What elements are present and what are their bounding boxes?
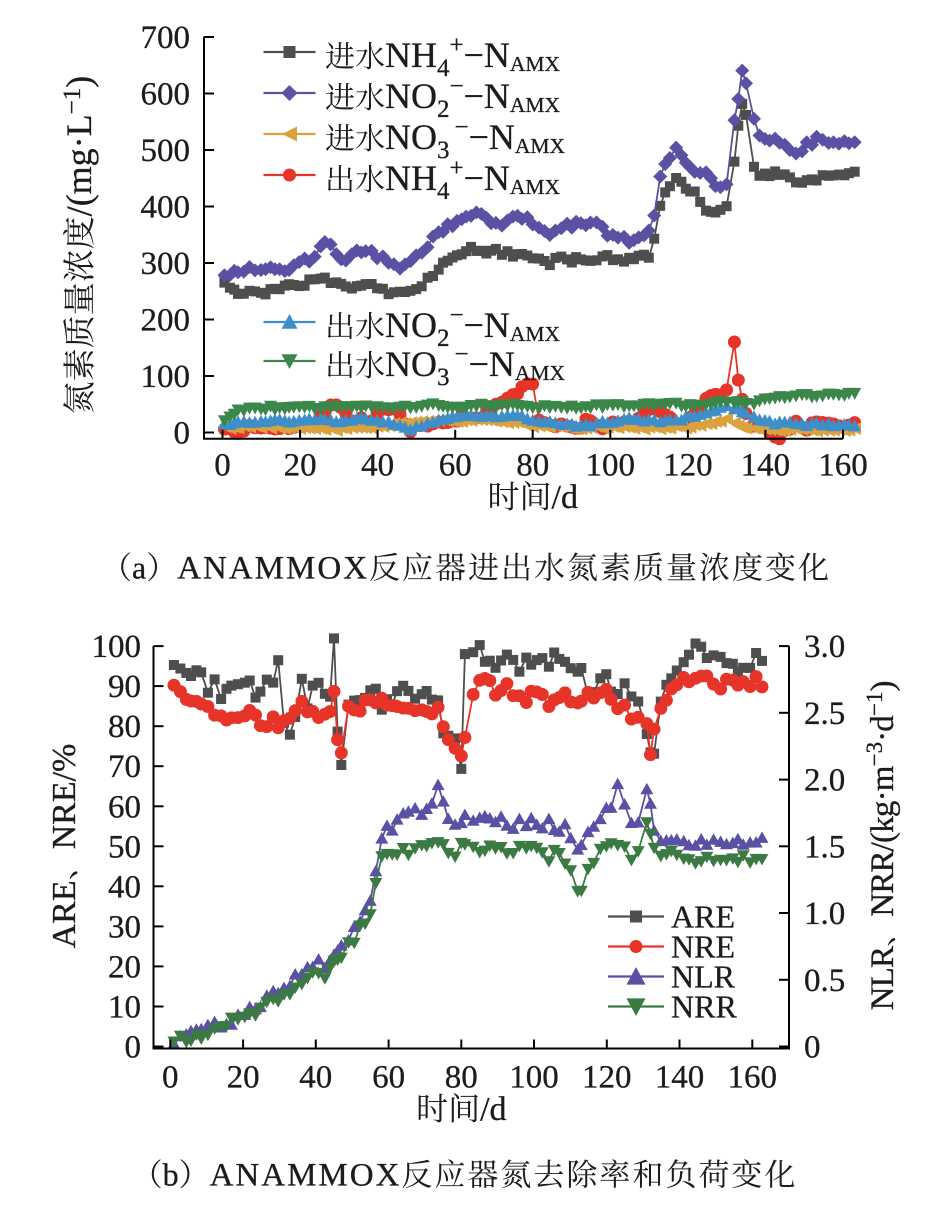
svg-text:NH: NH bbox=[385, 158, 437, 198]
svg-text:a: a bbox=[132, 550, 146, 586]
svg-text:NRE: NRE bbox=[671, 929, 735, 965]
svg-text:−: − bbox=[455, 114, 469, 141]
svg-text:30: 30 bbox=[108, 909, 141, 945]
svg-text:0: 0 bbox=[162, 1060, 179, 1096]
svg-text:300: 300 bbox=[141, 246, 191, 282]
svg-text:b: b bbox=[163, 1157, 179, 1193]
svg-text:160: 160 bbox=[818, 448, 868, 484]
svg-text:40: 40 bbox=[299, 1060, 332, 1096]
svg-text:): ) bbox=[59, 76, 99, 88]
svg-text:70: 70 bbox=[108, 749, 141, 785]
svg-text:AMX: AMX bbox=[510, 93, 561, 117]
svg-text:−N: −N bbox=[464, 76, 510, 116]
svg-text:0: 0 bbox=[804, 1030, 821, 1066]
svg-text:ARE: ARE bbox=[46, 880, 83, 948]
svg-text:−1: −1 bbox=[862, 692, 887, 716]
svg-text:40: 40 bbox=[361, 448, 394, 484]
svg-text:50: 50 bbox=[108, 829, 141, 865]
svg-text:10: 10 bbox=[108, 990, 141, 1026]
svg-text:AMX: AMX bbox=[510, 175, 561, 199]
svg-text:−3: −3 bbox=[862, 742, 887, 766]
svg-text:NRR: NRR bbox=[671, 989, 737, 1025]
svg-text:100: 100 bbox=[509, 1060, 559, 1096]
svg-text:3: 3 bbox=[437, 364, 450, 391]
svg-text:NLR: NLR bbox=[671, 959, 736, 995]
svg-text:100: 100 bbox=[92, 629, 142, 665]
svg-text:600: 600 bbox=[141, 77, 191, 113]
svg-text:100: 100 bbox=[586, 448, 636, 484]
svg-text:−N: −N bbox=[464, 305, 510, 345]
svg-text:AMX: AMX bbox=[510, 52, 561, 76]
svg-text:0: 0 bbox=[174, 416, 191, 452]
svg-text:120: 120 bbox=[663, 448, 713, 484]
svg-text:140: 140 bbox=[741, 448, 791, 484]
svg-text:700: 700 bbox=[141, 20, 191, 56]
svg-text:100: 100 bbox=[141, 359, 191, 395]
svg-text:−1: −1 bbox=[59, 88, 86, 115]
svg-text:): ) bbox=[865, 681, 901, 692]
svg-text:2.0: 2.0 bbox=[804, 763, 845, 799]
svg-text:/d: /d bbox=[552, 479, 578, 516]
svg-text:AMX: AMX bbox=[515, 134, 566, 158]
svg-text:400: 400 bbox=[141, 190, 191, 226]
svg-text:80: 80 bbox=[108, 709, 141, 745]
svg-text:4: 4 bbox=[437, 55, 450, 82]
svg-text:60: 60 bbox=[372, 1060, 405, 1096]
svg-text:NLR: NLR bbox=[865, 946, 901, 1010]
svg-text:2: 2 bbox=[437, 325, 450, 352]
svg-text:2.5: 2.5 bbox=[804, 696, 845, 732]
svg-text:40: 40 bbox=[108, 869, 141, 905]
svg-text:1.5: 1.5 bbox=[804, 829, 845, 865]
svg-text:−: − bbox=[450, 302, 464, 329]
svg-text:AMX: AMX bbox=[510, 322, 561, 346]
svg-text:NO: NO bbox=[385, 344, 437, 384]
svg-text:120: 120 bbox=[582, 1060, 632, 1096]
svg-text:0: 0 bbox=[125, 1030, 142, 1066]
svg-text:/d: /d bbox=[480, 1091, 506, 1128]
svg-text:160: 160 bbox=[728, 1060, 778, 1096]
svg-text:−: − bbox=[455, 341, 469, 368]
svg-text:500: 500 bbox=[141, 133, 191, 169]
svg-text:·d: ·d bbox=[865, 715, 901, 742]
svg-text:−: − bbox=[450, 73, 464, 100]
svg-text:2: 2 bbox=[437, 96, 450, 123]
svg-text:NRE/%: NRE/% bbox=[46, 744, 83, 850]
svg-text:3: 3 bbox=[437, 137, 450, 164]
svg-text:3.0: 3.0 bbox=[804, 629, 845, 665]
svg-text:ANAMMOX: ANAMMOX bbox=[177, 551, 369, 587]
svg-text:60: 60 bbox=[439, 448, 472, 484]
svg-text:−N: −N bbox=[469, 344, 515, 384]
svg-text:4: 4 bbox=[437, 178, 450, 205]
svg-text:NO: NO bbox=[385, 76, 437, 116]
svg-text:−N: −N bbox=[469, 117, 515, 157]
svg-text:60: 60 bbox=[108, 789, 141, 825]
svg-text:20: 20 bbox=[284, 448, 317, 484]
svg-text:ARE: ARE bbox=[671, 899, 735, 935]
svg-text:+: + bbox=[450, 32, 464, 59]
svg-text:0: 0 bbox=[214, 448, 231, 484]
svg-text:/(mg·L: /(mg·L bbox=[59, 114, 99, 216]
svg-text:0.5: 0.5 bbox=[804, 963, 845, 999]
svg-text:+: + bbox=[450, 155, 464, 182]
svg-text:80: 80 bbox=[445, 1060, 478, 1096]
svg-text:140: 140 bbox=[655, 1060, 705, 1096]
svg-text:20: 20 bbox=[108, 949, 141, 985]
svg-text:NH: NH bbox=[385, 35, 437, 75]
svg-text:−N: −N bbox=[464, 35, 510, 75]
svg-text:80: 80 bbox=[516, 448, 549, 484]
svg-text:NO: NO bbox=[385, 305, 437, 345]
svg-text:1.0: 1.0 bbox=[804, 896, 845, 932]
svg-text:90: 90 bbox=[108, 669, 141, 705]
svg-text:NO: NO bbox=[385, 117, 437, 157]
svg-text:AMX: AMX bbox=[515, 361, 566, 385]
svg-text:−N: −N bbox=[464, 158, 510, 198]
svg-text:20: 20 bbox=[227, 1060, 260, 1096]
svg-text:200: 200 bbox=[141, 303, 191, 339]
svg-text:ANAMMOX: ANAMMOX bbox=[210, 1158, 402, 1194]
svg-text:NRR/(kg·m: NRR/(kg·m bbox=[865, 765, 901, 917]
